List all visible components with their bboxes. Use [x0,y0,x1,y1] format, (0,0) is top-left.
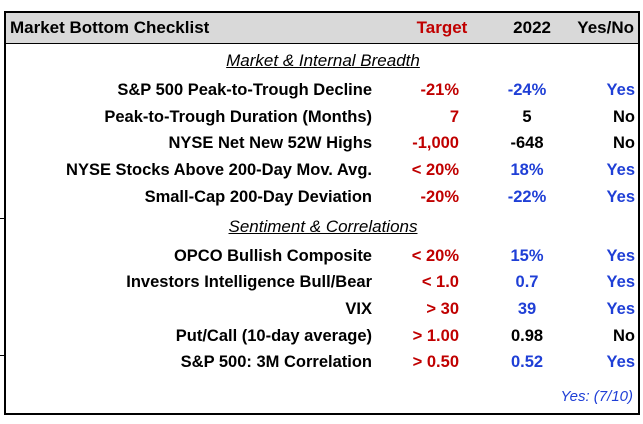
row-label: Small-Cap 200-Day Deviation [144,187,372,206]
row-label: NYSE Stocks Above 200-Day Mov. Avg. [66,161,372,180]
section-title: Sentiment & Correlations [228,216,418,236]
target-value: > 30 [426,299,459,318]
row-label: S&P 500: 3M Correlation [180,353,372,372]
target-value: < 20% [411,246,459,265]
result: Yes [606,161,635,180]
actual-value: 18% [510,161,544,180]
actual-value: 39 [517,299,537,318]
column-header: 2022 [513,18,551,37]
result: Yes [606,246,635,265]
actual-value: 5 [522,107,532,126]
section-title: Market & Internal Breadth [226,51,420,70]
target-value: -1,000 [412,134,459,153]
edge-mark [0,355,4,356]
result: Yes [606,299,635,318]
target-value: 7 [449,107,459,126]
result: Yes [606,273,635,292]
actual-value: 0.7 [515,273,539,292]
row-label: Investors Intelligence Bull/Bear [126,273,372,292]
result: Yes [606,353,635,372]
edge-mark [0,218,4,219]
row-label: Put/Call (10-day average) [175,326,372,345]
row-label: OPCO Bullish Composite [173,246,372,265]
result: No [613,107,635,126]
actual-value: -22% [507,187,547,206]
target-value: < 20% [411,161,459,180]
target-value: > 1.00 [412,326,459,345]
row-label: VIX [345,299,372,318]
checklist-table: Market Bottom Checklist Target 2022 Yes/No M… [4,11,640,415]
actual-value: 0.52 [510,353,544,372]
target-value: -20% [420,187,459,206]
column-header: Target [416,18,468,37]
actual-value: -24% [507,81,547,99]
header-row [6,13,638,44]
result: No [613,326,635,345]
actual-value: 0.98 [510,326,544,345]
result: Yes [606,81,635,99]
target-value: -21% [420,81,459,99]
column-header: Yes/No [577,18,634,37]
footer-note: Yes: (7/10) [560,388,633,405]
target-value: > 0.50 [412,353,459,372]
result: Yes [606,187,635,206]
target-value: < 1.0 [421,273,459,292]
row-label: Peak-to-Trough Duration (Months) [104,107,372,126]
result: No [613,134,635,153]
actual-value: 15% [510,246,544,265]
header-title: Market Bottom Checklist [10,18,210,37]
actual-value: -648 [510,134,544,153]
row-label: S&P 500 Peak-to-Trough Decline [117,81,372,99]
row-label: NYSE Net New 52W Highs [168,134,372,153]
